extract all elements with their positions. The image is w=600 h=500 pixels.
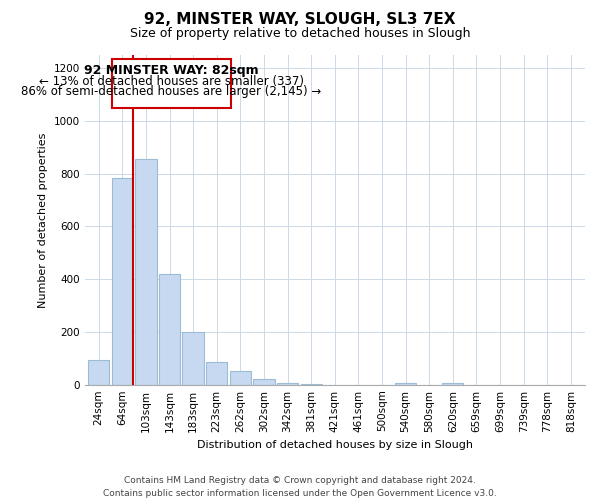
Bar — [182, 332, 204, 384]
Bar — [442, 382, 463, 384]
Text: 92 MINSTER WAY: 82sqm: 92 MINSTER WAY: 82sqm — [84, 64, 259, 77]
Bar — [135, 159, 157, 384]
X-axis label: Distribution of detached houses by size in Slough: Distribution of detached houses by size … — [197, 440, 473, 450]
Text: Size of property relative to detached houses in Slough: Size of property relative to detached ho… — [130, 28, 470, 40]
Bar — [253, 380, 275, 384]
Text: 86% of semi-detached houses are larger (2,145) →: 86% of semi-detached houses are larger (… — [21, 86, 322, 98]
Bar — [159, 274, 180, 384]
FancyBboxPatch shape — [112, 59, 231, 108]
Bar — [395, 382, 416, 384]
Bar — [230, 371, 251, 384]
Text: ← 13% of detached houses are smaller (337): ← 13% of detached houses are smaller (33… — [39, 76, 304, 88]
Bar — [112, 178, 133, 384]
Bar — [88, 360, 109, 384]
Bar — [206, 362, 227, 384]
Text: Contains HM Land Registry data © Crown copyright and database right 2024.
Contai: Contains HM Land Registry data © Crown c… — [103, 476, 497, 498]
Text: 92, MINSTER WAY, SLOUGH, SL3 7EX: 92, MINSTER WAY, SLOUGH, SL3 7EX — [144, 12, 456, 28]
Y-axis label: Number of detached properties: Number of detached properties — [38, 132, 48, 308]
